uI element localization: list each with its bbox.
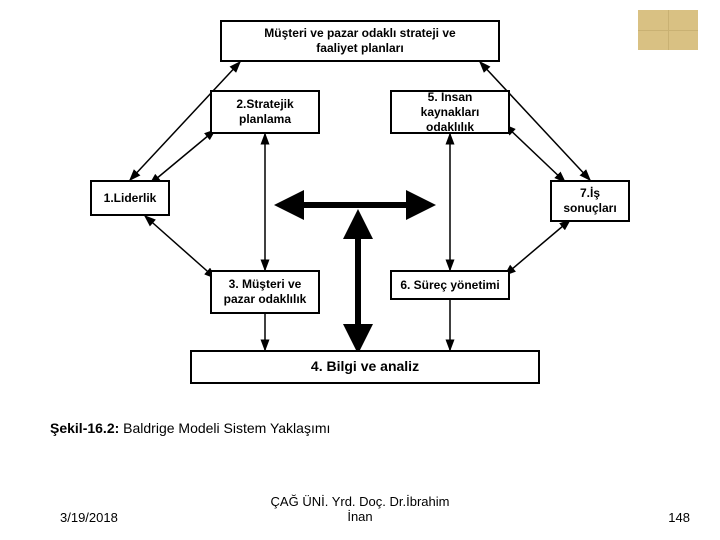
- node-1-liderlik: 1.Liderlik: [90, 180, 170, 216]
- node-5-insan: 5. İnsan kaynaklarıodaklılık: [390, 90, 510, 134]
- footer-author: ÇAĞ ÜNİ. Yrd. Doç. Dr.İbrahimİnan: [271, 494, 450, 525]
- footer-date: 3/19/2018: [60, 510, 118, 525]
- figure-caption: Şekil-16.2: Baldrige Modeli Sistem Yakla…: [50, 420, 330, 436]
- node-3-musteri: 3. Müşteri vepazar odaklılık: [210, 270, 320, 314]
- corner-accent: [638, 10, 698, 50]
- node-top: Müşteri ve pazar odaklı strateji vefaali…: [220, 20, 500, 62]
- node-6-surec: 6. Süreç yönetimi: [390, 270, 510, 300]
- node-2-stratejik: 2.Stratejikplanlama: [210, 90, 320, 134]
- node-7-is: 7.İşsonuçları: [550, 180, 630, 222]
- footer-page-number: 148: [668, 510, 690, 525]
- caption-prefix: Şekil-16.2:: [50, 420, 119, 436]
- node-4-bilgi: 4. Bilgi ve analiz: [190, 350, 540, 384]
- caption-text: Baldrige Modeli Sistem Yaklaşımı: [123, 420, 330, 436]
- baldrige-diagram: Müşteri ve pazar odaklı strateji vefaali…: [90, 20, 630, 420]
